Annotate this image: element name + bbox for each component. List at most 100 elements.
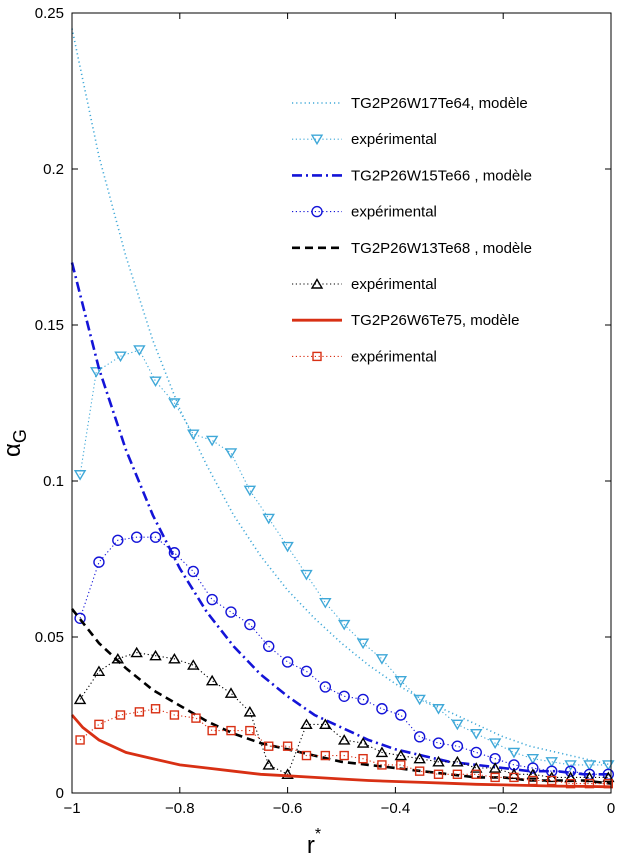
series-2 xyxy=(70,262,611,776)
data-point xyxy=(527,762,539,774)
x-tick-label: 0 xyxy=(607,800,615,817)
x-tick-label: −0.4 xyxy=(381,800,411,817)
data-point xyxy=(545,757,558,768)
data-point xyxy=(187,565,199,578)
axes-frame xyxy=(71,12,612,794)
series-connector xyxy=(79,349,609,766)
data-point xyxy=(565,778,576,789)
legend-label: TG2P26W13Te68 , modèle xyxy=(351,240,532,257)
series-7 xyxy=(75,704,614,789)
data-point xyxy=(526,753,540,765)
data-point xyxy=(452,769,463,779)
legend-marker xyxy=(310,134,324,146)
data-point xyxy=(584,778,595,789)
y-tick-label: 0.2 xyxy=(43,161,64,178)
data-point xyxy=(205,435,219,447)
data-point xyxy=(263,640,275,653)
legend-entry: TG2P26W17Te64, modèle xyxy=(292,95,528,112)
data-point xyxy=(114,351,127,363)
data-point xyxy=(243,705,257,717)
x-tick-label: −0.2 xyxy=(488,800,518,817)
series-3 xyxy=(74,531,615,780)
y-tick-label: 0.05 xyxy=(35,629,64,646)
y-axis-label-sub: G xyxy=(10,429,30,443)
data-point xyxy=(320,750,331,761)
data-point xyxy=(74,612,86,624)
data-point xyxy=(413,694,426,706)
legend-marker xyxy=(310,278,324,289)
data-point xyxy=(281,768,294,779)
data-point xyxy=(130,646,143,658)
data-point xyxy=(282,741,293,751)
tick-labels: −1 −0.8 −0.6 −0.4 −0.2 0 0 0.05 0.1 0.15 0.2 0.25 xyxy=(35,5,615,817)
data-point xyxy=(564,760,577,771)
legend-label: expérimental xyxy=(351,131,437,148)
legend-entry: expérimental xyxy=(292,276,437,293)
data-point xyxy=(451,755,464,767)
legend-label: expérimental xyxy=(351,204,437,221)
data-point xyxy=(413,752,426,764)
series-1 xyxy=(73,345,615,771)
data-point xyxy=(396,760,406,770)
data-point xyxy=(338,690,350,702)
data-point xyxy=(150,704,161,714)
data-point xyxy=(130,531,143,543)
data-point xyxy=(300,665,313,678)
legend-label: TG2P26W15Te66 , modèle xyxy=(351,167,532,184)
data-point xyxy=(339,750,349,761)
legend-label: TG2P26W6Te75, modèle xyxy=(351,312,519,329)
data-point xyxy=(187,659,200,670)
legend-entry: expérimental xyxy=(292,204,437,221)
data-point xyxy=(432,755,445,767)
x-axis-label-main: r xyxy=(307,832,315,859)
series-line xyxy=(70,608,612,785)
series-line xyxy=(70,714,612,789)
y-tick-label: 0.1 xyxy=(43,473,64,490)
x-tick-label: −0.6 xyxy=(273,800,303,817)
data-point xyxy=(75,735,85,745)
legend-entry: expérimental xyxy=(292,348,437,365)
data-point xyxy=(451,740,464,752)
data-layer xyxy=(70,28,615,789)
axes-layer xyxy=(71,12,612,794)
data-point xyxy=(451,719,464,731)
data-point xyxy=(319,718,332,730)
legend-entry: TG2P26W6Te75, modèle xyxy=(292,312,519,329)
data-point xyxy=(583,771,596,783)
data-point xyxy=(187,429,200,441)
data-point xyxy=(413,731,426,743)
data-point xyxy=(414,766,425,776)
data-point xyxy=(149,531,162,543)
y-tick-label: 0 xyxy=(56,785,64,802)
legend: TG2P26W17Te64, modèle expérimental TG2P26W… xyxy=(292,95,532,365)
data-point xyxy=(377,760,387,770)
data-point xyxy=(281,541,294,553)
data-point xyxy=(205,674,219,686)
legend-label: TG2P26W17Te64, modèle xyxy=(351,95,528,112)
data-point xyxy=(112,534,124,546)
data-point xyxy=(207,725,217,736)
data-point xyxy=(92,665,106,677)
series-connector xyxy=(79,708,609,785)
legend-entry: TG2P26W13Te68 , modèle xyxy=(292,240,532,257)
y-tick-label: 0.15 xyxy=(35,317,64,334)
data-point xyxy=(488,738,502,749)
data-point xyxy=(337,619,351,631)
data-point xyxy=(433,769,444,779)
data-point xyxy=(564,771,577,783)
series-6 xyxy=(70,714,612,789)
data-point xyxy=(264,741,274,751)
data-point xyxy=(490,772,500,783)
y-axis-label-main: α xyxy=(0,443,26,457)
data-point xyxy=(300,718,313,730)
data-point xyxy=(300,569,313,581)
data-point xyxy=(470,746,482,759)
data-point xyxy=(394,749,408,761)
data-point xyxy=(224,687,238,698)
x-tick-label: −1 xyxy=(63,800,80,817)
data-point xyxy=(547,775,557,786)
data-point xyxy=(73,693,87,705)
x-axis-label: r* xyxy=(307,826,321,859)
data-point xyxy=(356,737,370,748)
